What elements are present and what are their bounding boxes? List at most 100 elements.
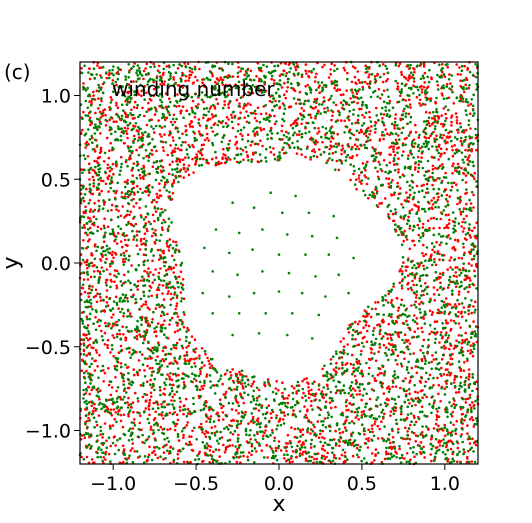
data-point bbox=[205, 452, 208, 456]
data-point bbox=[382, 137, 385, 141]
data-point bbox=[444, 297, 448, 300]
data-point bbox=[211, 366, 215, 370]
data-point bbox=[110, 98, 114, 102]
data-point bbox=[115, 389, 118, 393]
data-point bbox=[408, 392, 412, 396]
data-point bbox=[447, 213, 450, 216]
data-point bbox=[402, 75, 406, 79]
data-point bbox=[341, 366, 344, 370]
data-point bbox=[355, 92, 359, 96]
data-point bbox=[387, 215, 390, 218]
data-point bbox=[93, 202, 96, 205]
data-point bbox=[164, 357, 168, 361]
data-point bbox=[374, 307, 378, 311]
data-point bbox=[220, 161, 223, 165]
data-point bbox=[399, 192, 402, 195]
data-point bbox=[166, 292, 169, 296]
data-point bbox=[163, 444, 167, 447]
data-point bbox=[96, 365, 99, 368]
data-point bbox=[418, 302, 421, 306]
data-point bbox=[152, 370, 155, 373]
data-point bbox=[342, 345, 346, 349]
data-point bbox=[107, 452, 111, 456]
data-point bbox=[106, 343, 109, 347]
data-point bbox=[109, 351, 112, 354]
data-point bbox=[359, 128, 363, 132]
data-point bbox=[448, 218, 451, 222]
data-point bbox=[131, 460, 135, 464]
data-point bbox=[428, 111, 432, 114]
data-point bbox=[270, 100, 274, 104]
data-point bbox=[237, 66, 240, 69]
data-point bbox=[447, 371, 451, 374]
data-point bbox=[464, 181, 468, 184]
data-point bbox=[266, 137, 270, 141]
data-point bbox=[329, 406, 333, 410]
data-point bbox=[114, 295, 118, 299]
data-point bbox=[452, 102, 456, 105]
data-point bbox=[105, 257, 108, 261]
data-point bbox=[221, 157, 224, 161]
data-point bbox=[307, 382, 310, 386]
data-point bbox=[440, 241, 443, 244]
data-point bbox=[86, 114, 90, 117]
data-point bbox=[382, 313, 386, 317]
data-point bbox=[93, 275, 96, 279]
data-point bbox=[465, 78, 469, 82]
data-point bbox=[151, 78, 155, 81]
data-point bbox=[374, 448, 378, 451]
data-point bbox=[315, 155, 319, 159]
data-point bbox=[171, 154, 174, 157]
data-point bbox=[422, 65, 426, 68]
data-point bbox=[464, 278, 467, 281]
data-point bbox=[472, 257, 476, 261]
data-point bbox=[91, 308, 94, 311]
data-point bbox=[213, 122, 217, 125]
data-point bbox=[85, 187, 88, 191]
data-point bbox=[313, 425, 316, 429]
data-point bbox=[335, 145, 338, 149]
data-point bbox=[213, 84, 217, 88]
data-point bbox=[85, 336, 88, 340]
data-point bbox=[272, 79, 276, 82]
data-point bbox=[121, 325, 124, 329]
data-point bbox=[468, 437, 472, 441]
data-point bbox=[163, 133, 166, 136]
data-point bbox=[444, 346, 448, 350]
data-point bbox=[394, 385, 398, 389]
data-point bbox=[414, 131, 418, 134]
data-point bbox=[132, 224, 136, 228]
data-point bbox=[338, 88, 342, 92]
data-point bbox=[109, 186, 112, 190]
data-point bbox=[289, 105, 293, 108]
data-point bbox=[169, 100, 172, 104]
data-point bbox=[420, 357, 424, 361]
data-point bbox=[272, 153, 276, 156]
data-point bbox=[326, 159, 330, 162]
data-point bbox=[132, 80, 135, 83]
data-point bbox=[283, 104, 286, 107]
data-point bbox=[408, 402, 411, 405]
data-point bbox=[117, 351, 121, 355]
data-point bbox=[310, 455, 314, 459]
data-point bbox=[361, 85, 365, 89]
data-point bbox=[396, 332, 399, 335]
data-point bbox=[102, 81, 106, 84]
data-point bbox=[174, 277, 178, 281]
data-point bbox=[413, 264, 416, 267]
data-point bbox=[379, 97, 382, 100]
data-point bbox=[418, 296, 421, 300]
data-point bbox=[163, 319, 166, 323]
data-point bbox=[454, 307, 458, 310]
data-point bbox=[318, 399, 322, 402]
data-point bbox=[467, 86, 471, 90]
data-point bbox=[97, 173, 101, 177]
data-point bbox=[295, 390, 299, 393]
data-point bbox=[428, 309, 432, 313]
data-point bbox=[301, 114, 305, 117]
data-point bbox=[309, 158, 312, 161]
data-point bbox=[452, 402, 456, 406]
data-point bbox=[431, 354, 434, 357]
data-point bbox=[155, 149, 158, 153]
